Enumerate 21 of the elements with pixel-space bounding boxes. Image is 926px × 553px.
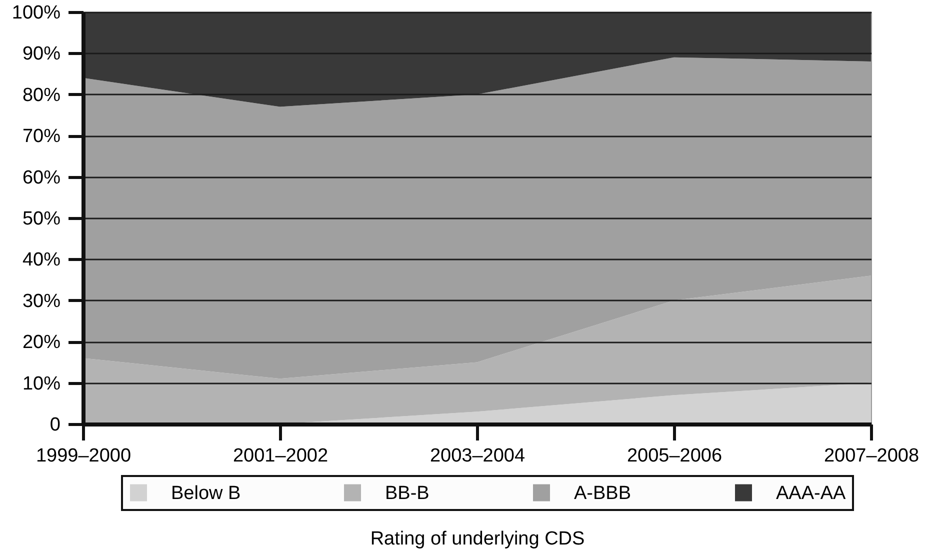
x-tick-label: 1999–2000 [36,446,132,466]
legend-label: BB-B [385,482,430,504]
legend-label: Below B [171,482,241,504]
x-axis-title: Rating of underlying CDS [370,528,585,550]
y-tick-label: 100% [12,2,61,24]
y-tick-label: 20% [22,332,61,354]
legend-label: AAA-AA [776,482,846,504]
y-tick-label: 60% [22,167,61,188]
x-tick-label: 2005–2006 [626,446,722,466]
x-tick-label: 2003–2004 [430,446,526,466]
y-tick-label: 90% [22,44,61,65]
x-tick-label: 2007–2008 [824,446,920,466]
y-tick-label: 0 [50,414,60,436]
y-tick-label: 10% [22,373,61,394]
legend-label: A-BBB [574,482,632,504]
x-tick-label: 2001–2002 [232,446,328,466]
y-tick-label: 40% [22,250,61,271]
y-tick-label: 50% [22,208,61,230]
y-tick-label: 30% [22,290,61,312]
y-tick-label: 80% [22,84,61,106]
y-tick-label: 70% [22,126,61,148]
